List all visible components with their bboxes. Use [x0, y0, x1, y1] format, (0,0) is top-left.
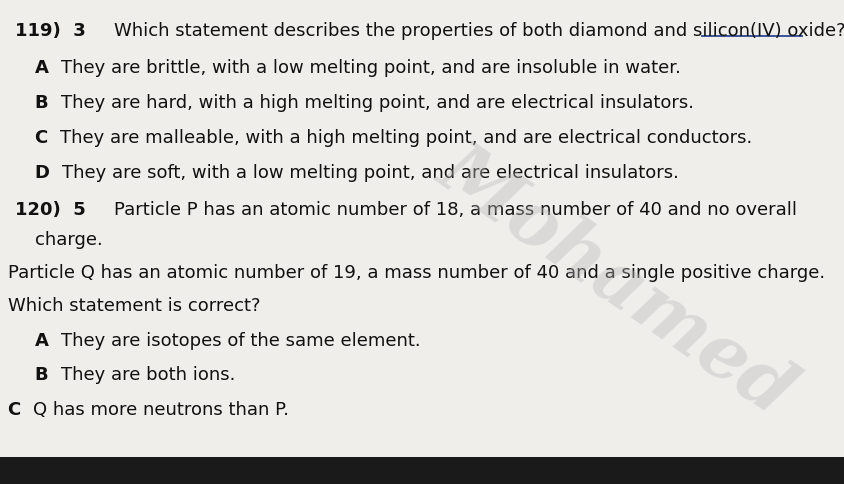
Text: C: C — [8, 401, 28, 419]
Text: Q has more neutrons than P.: Q has more neutrons than P. — [33, 401, 289, 419]
Text: B: B — [35, 366, 55, 384]
Text: A: A — [35, 332, 55, 350]
Bar — [0, 457, 844, 484]
Text: Which statement is correct?: Which statement is correct? — [8, 297, 261, 315]
Text: charge.: charge. — [35, 231, 103, 249]
Text: C: C — [35, 129, 55, 147]
Text: They are isotopes of the same element.: They are isotopes of the same element. — [61, 332, 420, 350]
Text: They are both ions.: They are both ions. — [61, 366, 235, 384]
Text: 120)  5: 120) 5 — [15, 201, 92, 219]
Text: Mohamed: Mohamed — [425, 132, 807, 430]
Text: B: B — [35, 94, 55, 112]
Text: A: A — [35, 59, 55, 77]
Text: They are hard, with a high melting point, and are electrical insulators.: They are hard, with a high melting point… — [61, 94, 694, 112]
Text: They are soft, with a low melting point, and are electrical insulators.: They are soft, with a low melting point,… — [62, 164, 679, 182]
Text: Particle P has an atomic number of 18, a mass number of 40 and no overall: Particle P has an atomic number of 18, a… — [114, 201, 798, 219]
Text: D: D — [35, 164, 57, 182]
Text: They are malleable, with a high melting point, and are electrical conductors.: They are malleable, with a high melting … — [60, 129, 752, 147]
Text: They are brittle, with a low melting point, and are insoluble in water.: They are brittle, with a low melting poi… — [61, 59, 681, 77]
Text: Which statement describes the properties of both diamond and silicon(IV) oxide?: Which statement describes the properties… — [114, 22, 844, 40]
Text: 119)  3: 119) 3 — [15, 22, 92, 40]
Text: Particle Q has an atomic number of 19, a mass number of 40 and a single positive: Particle Q has an atomic number of 19, a… — [8, 264, 825, 282]
